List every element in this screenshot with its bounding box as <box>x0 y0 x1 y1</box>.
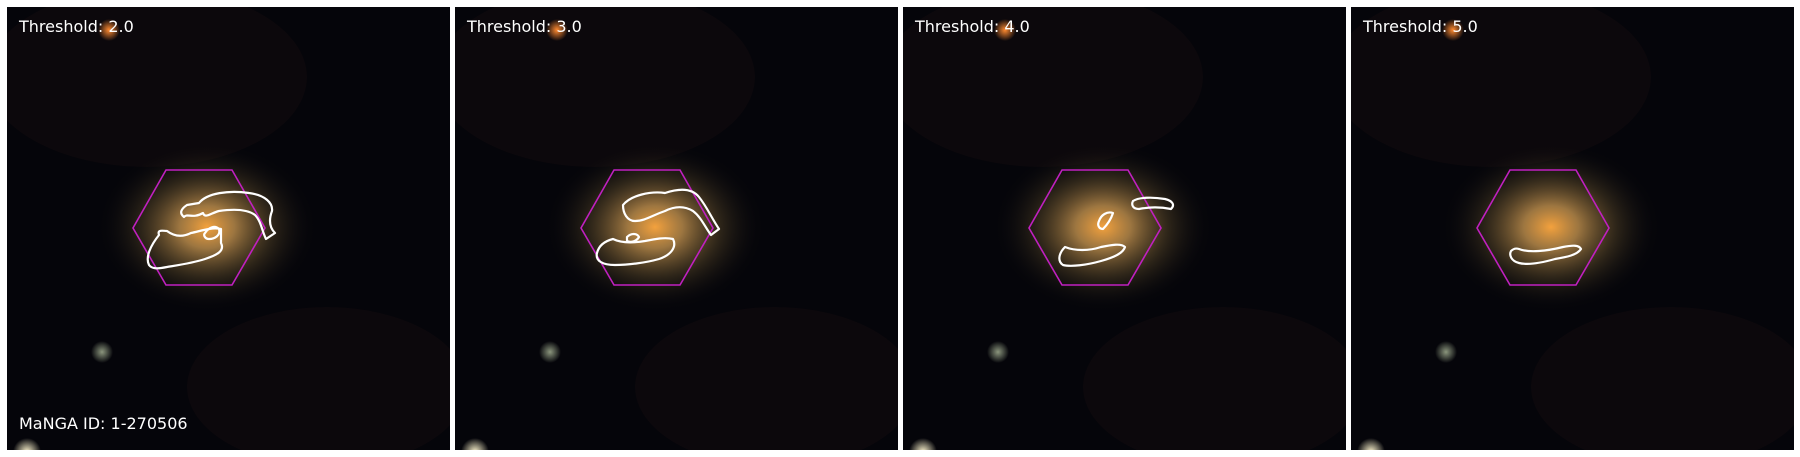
galaxy-body <box>993 142 1213 312</box>
star <box>1435 341 1457 363</box>
contour <box>1058 196 1175 267</box>
threshold-label: Threshold: 2.0 <box>19 17 134 36</box>
threshold-label: Threshold: 4.0 <box>915 17 1030 36</box>
ifu-hexagon <box>1028 169 1162 286</box>
panel-threshold-5: Threshold: 5.0 <box>1351 7 1794 450</box>
galaxy-body <box>97 142 317 312</box>
galaxy-image <box>1351 7 1794 450</box>
star <box>461 438 489 450</box>
contour <box>595 188 721 267</box>
star <box>98 19 120 41</box>
star <box>539 341 561 363</box>
ifu-hexagon <box>132 169 266 286</box>
star <box>994 19 1016 41</box>
panel-threshold-4: Threshold: 4.0 <box>903 7 1346 450</box>
threshold-label: Threshold: 5.0 <box>1363 17 1478 36</box>
star <box>91 341 113 363</box>
galaxy-body <box>545 142 765 312</box>
galaxy-id-label: MaNGA ID: 1-270506 <box>19 414 188 433</box>
galaxy-image <box>455 7 898 450</box>
star <box>987 341 1009 363</box>
panel-threshold-2: Threshold: 2.0 MaNGA ID: 1-270506 <box>7 7 450 450</box>
galaxy-image <box>7 7 450 450</box>
contour <box>146 190 277 270</box>
ifu-hexagon <box>580 169 714 286</box>
galaxy-body <box>1441 142 1661 312</box>
star <box>909 438 937 450</box>
contour <box>1509 244 1583 265</box>
star <box>13 438 41 450</box>
star <box>1442 19 1464 41</box>
star <box>546 19 568 41</box>
ifu-hexagon <box>1476 169 1610 286</box>
panel-threshold-3: Threshold: 3.0 <box>455 7 898 450</box>
galaxy-image <box>903 7 1346 450</box>
star <box>1357 438 1385 450</box>
threshold-label: Threshold: 3.0 <box>467 17 582 36</box>
